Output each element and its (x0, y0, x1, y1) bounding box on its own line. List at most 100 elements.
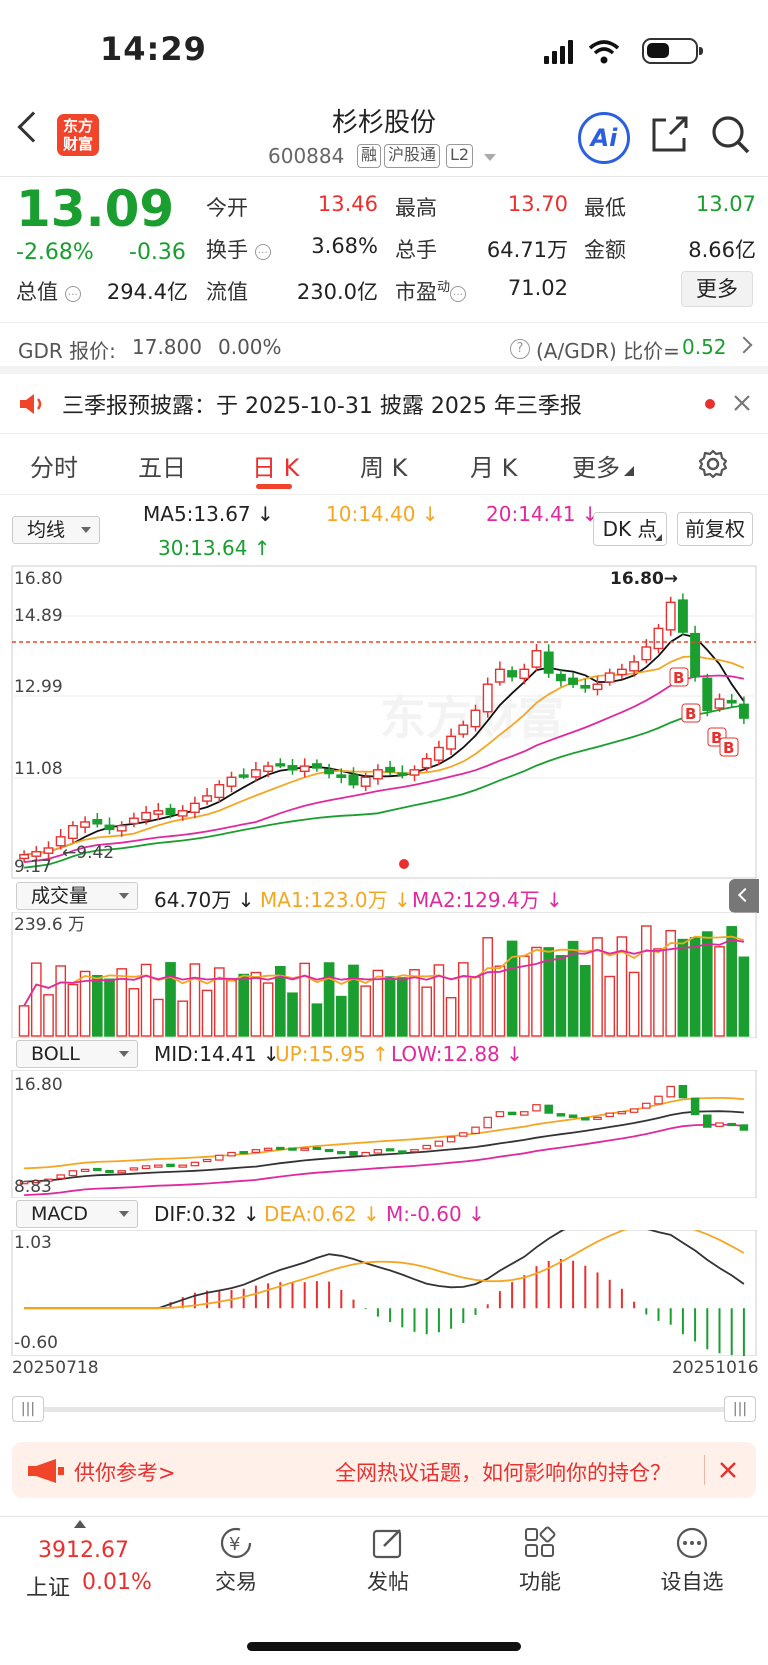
ma5-line (23, 633, 745, 856)
volume-bar (726, 926, 738, 1037)
candle (446, 728, 457, 755)
boll-candle (654, 1095, 663, 1105)
low-label: 最低 (584, 196, 626, 220)
promo-banner[interactable]: 供你参考> 全网热议话题，如何影响你的持仓？ (12, 1442, 756, 1498)
ma20-line (23, 674, 745, 863)
stock-code: 600884 (268, 144, 345, 168)
notice-row[interactable]: 三季报预披露：于 2025-10-31 披露 2025 年三季报 (0, 374, 768, 434)
tab-weekly-k[interactable]: 周 K (360, 454, 408, 482)
volume-bar (104, 978, 115, 1037)
candle (702, 673, 713, 717)
nav-post[interactable]: 发帖 (367, 1570, 409, 1594)
settings-gear-icon[interactable] (697, 448, 729, 480)
tab-daily-k[interactable]: 日 K (252, 454, 300, 482)
candle (238, 768, 249, 780)
kline-chart[interactable]: 东方财富 16.80 14.89 12.99 11.08 9.17 ←9.42 … (0, 564, 768, 880)
change-percent: -2.68% (16, 240, 94, 265)
boll-candle (32, 1179, 41, 1184)
volume-bar (555, 955, 567, 1037)
volume-bar (189, 963, 201, 1037)
candle (92, 813, 103, 828)
macd-m: M:-0.60 ↓ (386, 1202, 485, 1226)
candle (482, 677, 493, 718)
boll-chart[interactable]: 16.80 8.83 (0, 1070, 768, 1198)
boll-candle (68, 1170, 78, 1177)
boll-candle (666, 1085, 675, 1098)
gdr-row[interactable]: GDR 报价: 17.800 0.00% ? (A/GDR) 比价= 0.52 (0, 322, 768, 374)
range-scroller[interactable]: ||| ||| (12, 1396, 756, 1422)
boll-candle (739, 1124, 749, 1131)
megaphone-icon (28, 1459, 64, 1483)
b-markers[interactable]: B B B B (669, 667, 739, 757)
ma30-value: 30:13.64 ↑ (158, 536, 271, 560)
close-icon[interactable] (719, 1461, 737, 1479)
ai-button[interactable]: Ai (578, 112, 630, 164)
collapse-panel-button[interactable] (729, 879, 759, 913)
mktcap-value: 294.4亿 (106, 280, 188, 304)
boll-candle (727, 1122, 736, 1127)
boll-candle (471, 1126, 480, 1134)
candle (287, 759, 298, 775)
dk-point-button[interactable]: DK 点 (593, 512, 667, 546)
boll-candle (532, 1104, 541, 1112)
scroller-left-handle[interactable]: ||| (12, 1396, 44, 1422)
functions-grid-icon[interactable] (523, 1526, 557, 1560)
tab-monthly-k[interactable]: 月 K (470, 454, 518, 482)
trade-yen-icon[interactable]: ¥ (218, 1526, 254, 1560)
volume-bar (604, 975, 616, 1037)
close-icon[interactable] (733, 394, 751, 412)
candle (665, 596, 676, 636)
nav-trade[interactable]: 交易 (215, 1570, 257, 1594)
code-dropdown-icon[interactable] (484, 154, 496, 161)
more-button[interactable]: 更多 (681, 271, 753, 307)
volume-bar (226, 979, 237, 1037)
ma-selector[interactable]: 均线 (12, 516, 100, 544)
volume-bar (128, 988, 140, 1037)
candle (629, 655, 640, 677)
scroller-right-handle[interactable]: ||| (724, 1396, 756, 1422)
volume-bar (140, 963, 152, 1037)
volume-chart[interactable]: 239.6 万 (0, 912, 768, 1038)
volume-bar (592, 937, 603, 1037)
tab-intraday[interactable]: 分时 (30, 454, 78, 482)
svg-text:B: B (673, 669, 684, 687)
index-value[interactable]: 3912.67 (38, 1538, 129, 1563)
app-logo: 东方财富 (57, 114, 99, 156)
battery-icon (642, 38, 703, 64)
expand-up-icon[interactable] (74, 1520, 86, 1528)
y-tick-1: 16.80 (14, 569, 63, 589)
candle (738, 696, 749, 725)
boll-selector[interactable]: BOLL (16, 1040, 138, 1068)
gdr-ratio-label: (A/GDR) 比价= (536, 339, 680, 363)
macd-chart[interactable]: 1.03 -0.60 (0, 1230, 768, 1356)
boll-candle (263, 1147, 273, 1151)
macd-selector[interactable]: MACD (16, 1200, 138, 1228)
volume-selector[interactable]: 成交量 (16, 882, 138, 910)
candle (372, 764, 383, 785)
boll-candle (544, 1104, 553, 1114)
candle (19, 850, 30, 863)
candle (714, 693, 725, 712)
tab-five-day[interactable]: 五日 (138, 454, 186, 482)
adjust-mode-button[interactable]: 前复权 (677, 512, 753, 546)
search-icon[interactable] (710, 114, 752, 156)
post-edit-icon[interactable] (371, 1526, 405, 1560)
volume-bar (299, 962, 311, 1037)
back-chevron-icon[interactable] (17, 111, 49, 143)
nav-add-watchlist[interactable]: 设自选 (660, 1570, 724, 1594)
share-icon[interactable] (650, 114, 690, 154)
boll-candle (398, 1150, 407, 1154)
turnover-value: 3.68% (311, 234, 378, 258)
promo-left-text: 供你参考> (74, 1461, 176, 1485)
stock-name: 杉杉股份 (331, 108, 436, 138)
candle (189, 796, 200, 819)
volume-bar (628, 971, 640, 1037)
home-indicator (247, 1642, 521, 1651)
nav-functions[interactable]: 功能 (519, 1570, 561, 1594)
volume-bar (287, 992, 298, 1037)
more-dots-icon[interactable] (674, 1526, 710, 1560)
tab-more[interactable]: 更多 (572, 448, 634, 483)
volume-bar (470, 976, 481, 1037)
event-dot[interactable] (399, 859, 409, 869)
boll-candle (44, 1178, 53, 1182)
